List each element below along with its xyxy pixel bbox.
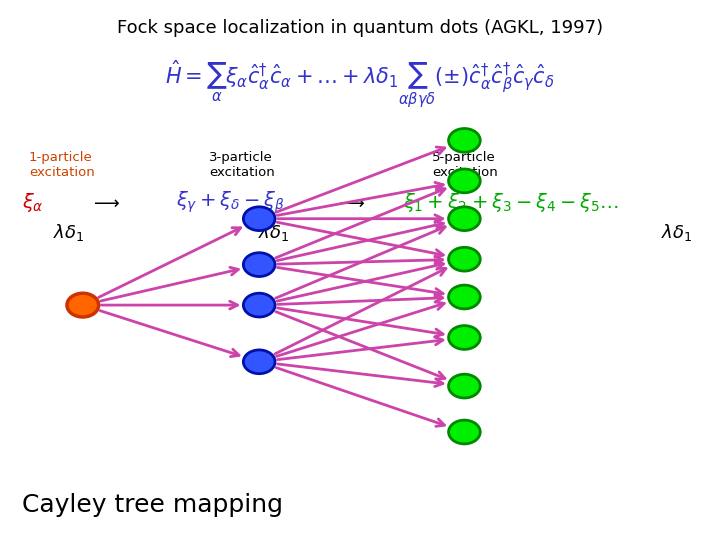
Text: $\lambda\delta_1$: $\lambda\delta_1$	[258, 222, 289, 242]
Text: Cayley tree mapping: Cayley tree mapping	[22, 493, 283, 517]
Circle shape	[243, 293, 275, 317]
Text: 1-particle
excitation: 1-particle excitation	[29, 151, 94, 179]
Circle shape	[449, 326, 480, 349]
Circle shape	[243, 253, 275, 276]
Circle shape	[449, 374, 480, 398]
Text: $\xi_{\gamma} + \xi_{\delta} - \xi_{\beta}$: $\xi_{\gamma} + \xi_{\delta} - \xi_{\bet…	[176, 190, 285, 215]
Circle shape	[67, 293, 99, 317]
Circle shape	[449, 207, 480, 231]
Text: $\lambda\delta_1$: $\lambda\delta_1$	[661, 222, 693, 242]
Text: 3-particle
excitation: 3-particle excitation	[209, 151, 274, 179]
Circle shape	[243, 207, 275, 231]
Text: $\longrightarrow$: $\longrightarrow$	[335, 193, 365, 212]
Circle shape	[449, 169, 480, 193]
Circle shape	[449, 285, 480, 309]
Text: $\hat{H} = \sum_{\alpha} \xi_{\alpha} \hat{c}^{\dagger}_{\alpha}\hat{c}_{\alpha}: $\hat{H} = \sum_{\alpha} \xi_{\alpha} \h…	[165, 58, 555, 110]
Circle shape	[243, 350, 275, 374]
Text: Fock space localization in quantum dots (AGKL, 1997): Fock space localization in quantum dots …	[117, 19, 603, 37]
Circle shape	[449, 129, 480, 152]
Text: $\xi_{\alpha}$: $\xi_{\alpha}$	[22, 191, 43, 214]
Circle shape	[449, 420, 480, 444]
Text: 5-particle
excitation: 5-particle excitation	[432, 151, 498, 179]
Text: $\xi_1 + \xi_2 + \xi_3 - \xi_4 - \xi_5\ldots$: $\xi_1 + \xi_2 + \xi_3 - \xi_4 - \xi_5\l…	[403, 191, 618, 214]
Circle shape	[449, 247, 480, 271]
Text: $\longrightarrow$: $\longrightarrow$	[90, 193, 120, 212]
Text: $\lambda\delta_1$: $\lambda\delta_1$	[53, 222, 84, 242]
